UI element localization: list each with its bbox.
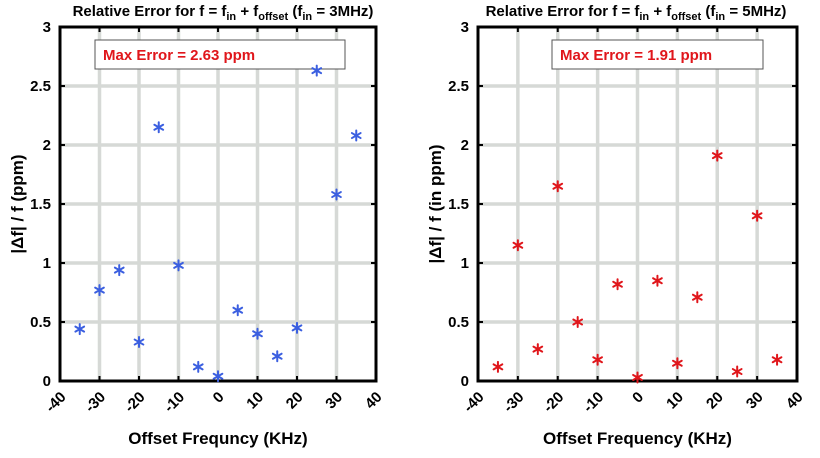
y-tick-label: 2 (461, 137, 469, 154)
chart-title: Relative Error for f = fin + foffset (fi… (73, 3, 374, 23)
title-subscript: offset (671, 11, 701, 23)
data-point (592, 353, 603, 366)
x-tick-label: 0 (629, 389, 647, 407)
data-point (331, 188, 342, 201)
y-tick-label: 0 (43, 373, 51, 390)
data-point (271, 350, 283, 363)
y-tick-label: 2.5 (448, 78, 469, 95)
title-text: + f (649, 3, 672, 20)
title-text: Relative Error for f = f (73, 3, 228, 20)
title-text: Relative Error for f = f (486, 3, 641, 20)
y-tick-label: 1.5 (30, 196, 51, 213)
data-point (252, 327, 263, 340)
x-tick-label: 40 (362, 389, 386, 413)
data-point (74, 323, 86, 336)
title-subscript: offset (258, 11, 288, 23)
x-tick-label: 30 (743, 389, 767, 413)
x-tick-label: -30 (500, 389, 527, 416)
data-point (652, 274, 663, 287)
max-error-annotation: Max Error = 1.91 ppm (560, 47, 712, 64)
data-point (492, 360, 504, 373)
data-point (153, 121, 165, 134)
x-tick-label: -40 (460, 389, 487, 416)
data-point (350, 129, 362, 142)
data-point (173, 259, 184, 272)
y-axis-label: |Δf| / f (in ppm) (426, 145, 445, 264)
x-tick-label: -20 (540, 389, 567, 416)
y-tick-label: 2 (43, 137, 51, 154)
x-tick-label: 20 (703, 389, 727, 413)
data-point (552, 180, 564, 193)
x-axis-label: Offset Frequency (KHz) (543, 429, 732, 448)
x-tick-label: -20 (121, 389, 148, 416)
data-point (632, 371, 643, 384)
x-tick-label: -10 (580, 389, 607, 416)
annotation-box (551, 39, 764, 70)
chart-right: 0 0.5 1 1.5 2 2.5 3 -40 -30 -20 -10 0 10 20 30 40 Offset… (426, 3, 807, 448)
data-point (691, 291, 703, 304)
y-tick-label: 3 (461, 19, 469, 36)
x-tick-label: 0 (210, 389, 228, 407)
max-error-annotation: Max Error = 2.63 ppm (103, 47, 255, 64)
title-subscript: in (715, 11, 725, 23)
title-subscript: in (639, 11, 649, 23)
data-point (572, 316, 584, 328)
chart-title: Relative Error for f = fin + foffset (fi… (486, 3, 787, 23)
title-subscript: in (226, 11, 236, 23)
data-point (512, 239, 524, 252)
x-tick-label: 30 (322, 389, 346, 413)
data-point (771, 353, 783, 366)
data-point (731, 365, 743, 378)
data-point (291, 321, 303, 334)
x-axis-label: Offset Frequncy (KHz) (128, 429, 307, 448)
title-text: (f (288, 3, 303, 20)
x-tick-label: 40 (783, 389, 807, 413)
data-point (232, 304, 244, 317)
data-point (192, 360, 204, 373)
y-tick-label: 0.5 (30, 314, 51, 331)
data-point (672, 357, 683, 370)
y-tick-label: 0.5 (448, 314, 469, 331)
x-tick-label: -40 (42, 389, 69, 416)
y-axis-label: |Δf| / f (ppm) (8, 154, 27, 253)
data-point (94, 284, 105, 297)
title-text: = 3MHz) (312, 3, 373, 20)
x-tick-label: 10 (243, 389, 267, 413)
title-text: (f (701, 3, 716, 20)
data-point (612, 278, 623, 291)
y-tick-label: 1 (461, 255, 469, 272)
data-point (212, 370, 224, 383)
x-tick-label: 10 (663, 389, 687, 413)
title-text: = 5MHz) (725, 3, 786, 20)
data-point (133, 336, 145, 349)
data-point (751, 209, 763, 222)
x-tick-label: 20 (283, 389, 307, 413)
x-tick-label: -30 (82, 389, 109, 416)
title-text: + f (236, 3, 259, 20)
x-tick-label: -10 (161, 389, 188, 416)
y-tick-label: 3 (43, 19, 51, 36)
chart-left: 0 0.5 1 1.5 2 2.5 3 -40 -30 -20 -10 0 10 20 30 40 Offset… (8, 3, 386, 448)
y-tick-label: 0 (461, 373, 469, 390)
data-point (113, 264, 125, 277)
data-point (711, 149, 723, 162)
y-tick-label: 1.5 (448, 196, 469, 213)
y-tick-label: 2.5 (30, 78, 51, 95)
title-subscript: in (302, 11, 312, 23)
y-tick-label: 1 (43, 255, 51, 272)
annotation-box (94, 39, 346, 70)
data-point (311, 64, 323, 77)
data-point (532, 343, 544, 356)
